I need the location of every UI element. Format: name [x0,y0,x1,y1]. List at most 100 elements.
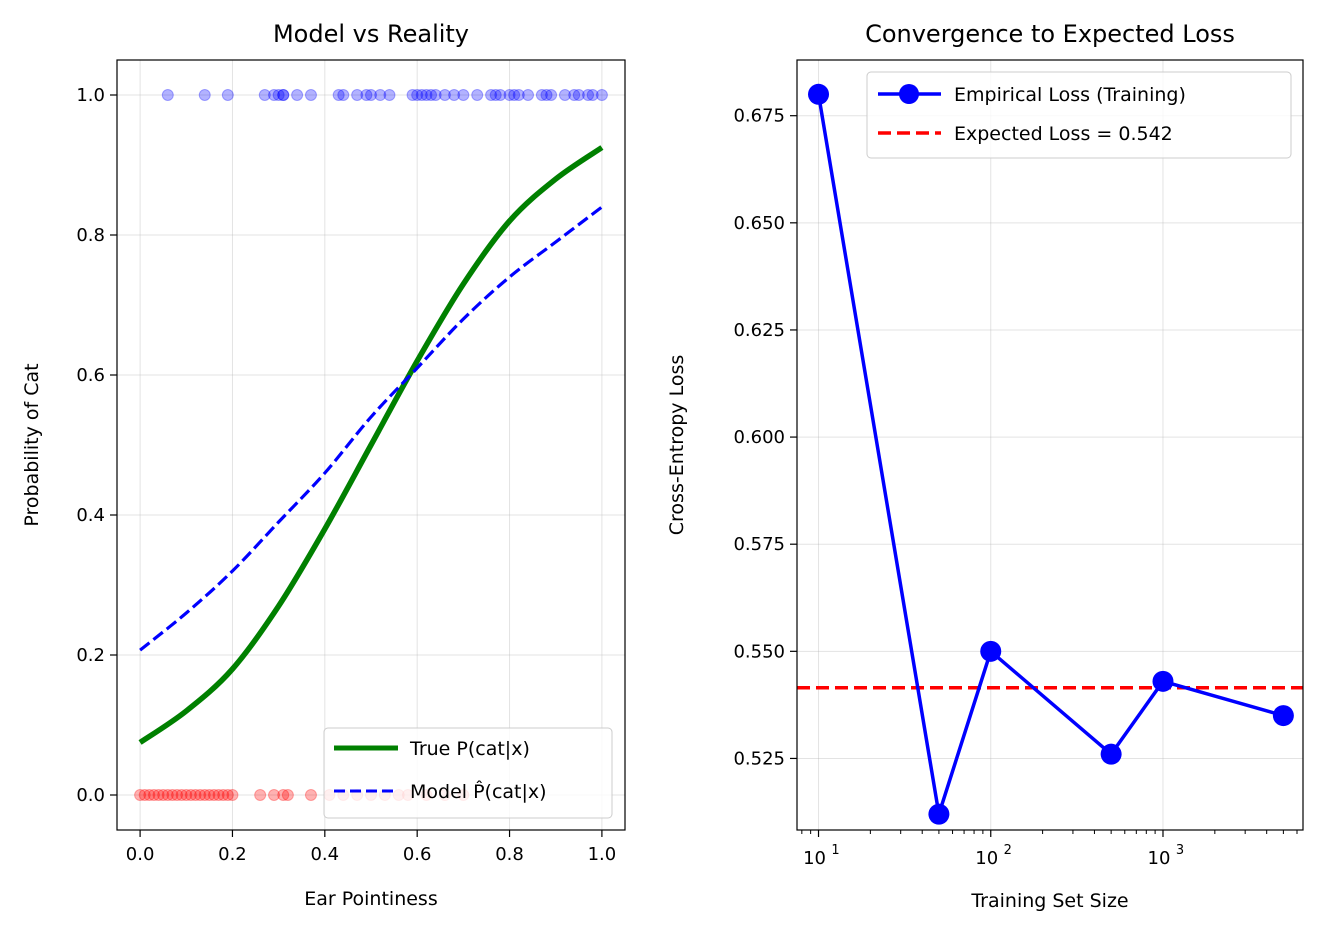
scatter-point-cat [383,89,396,101]
left-y-tick-label: 0.0 [76,785,105,806]
scatter-point-not-cat [166,789,179,801]
scatter-point-not-cat [254,789,267,801]
scatter-point-not-cat [277,789,290,801]
left-x-tick-label: 0.2 [218,844,247,865]
left-y-axis-label: Probability of Cat [21,363,43,526]
left-x-tick-label: 0.6 [403,844,432,865]
left-chart: 0.0 0.2 0.4 0.6 0.8 1.0 0.0 0.2 0.4 0.6 0.8 1.0 Mo… [21,20,626,910]
right-x-tick-label: 10 [1148,848,1171,869]
right-legend-box [866,71,1292,159]
scatter-point-cat [415,89,428,101]
scatter-point-not-cat [221,789,234,801]
right-y-tick-label: 0.675 [733,106,785,127]
scatter-point-cat [291,89,304,101]
right-x-tick-exponent: 2 [1004,843,1012,858]
scatter-point-cat [365,89,377,101]
right-y-tick-label: 0.650 [733,213,785,234]
scatter-point-cat [258,89,271,101]
left-x-tick-label: 0.4 [310,844,339,865]
scatter-point-not-cat [175,789,188,801]
scatter-point-cat [535,89,548,101]
left-x-tick-label: 0.8 [495,844,524,865]
scatter-point-not-cat [203,789,216,801]
scatter-point-cat [489,89,502,101]
scatter-point-cat [272,89,285,101]
legend-model-label: Model P̂(cat|x) [410,781,547,803]
true-probability-line [138,145,604,745]
right-legend: Empirical Loss (Training) Expected Loss … [866,71,1292,159]
right-series-lines [797,93,1303,816]
legend-true-label: True P(cat|x) [409,738,530,760]
scatter-point-cat [304,89,317,101]
scatter-point-cat [332,89,345,101]
scatter-point-cat [508,89,521,101]
scatter-point-cat [277,89,290,101]
scatter-point-cat [268,89,281,101]
scatter-point-not-cat [147,789,160,801]
empirical-loss-point [1100,743,1122,765]
legend-expected-label: Expected Loss = 0.542 [954,123,1173,145]
scatter-point-cat [337,89,350,101]
scatter-point-cat [494,89,507,101]
empirical-loss-point [980,640,1002,662]
scatter-point-cat [429,89,442,101]
left-x-tick-label: 1.0 [588,844,617,865]
scatter-point-cat [485,89,498,101]
empirical-loss-point [1152,670,1174,692]
scatter-point-not-cat [134,789,147,801]
right-series-markers [808,83,1294,825]
left-y-tick-label: 1.0 [76,85,105,106]
right-y-ticks: 0.525 0.550 0.575 0.600 0.625 0.650 0.675 [733,106,797,769]
left-series-lines [138,145,604,745]
scatter-point-not-cat [281,789,294,801]
scatter-point-cat [360,89,373,101]
scatter-point-cat [582,89,595,101]
left-axes-frame [116,59,626,831]
scatter-point-cat [512,89,525,101]
right-x-axis-label: Training Set Size [970,890,1128,912]
left-chart-title: Model vs Reality [273,20,469,48]
scatter-point-cat [595,89,608,101]
scatter-point-cat [374,89,387,101]
right-y-tick-label: 0.600 [733,427,785,448]
scatter-point-cat [277,89,290,101]
right-plot-area [797,60,1303,830]
left-grid [117,60,625,830]
left-y-tick-label: 0.6 [76,365,105,386]
scatter-point-not-cat [194,789,207,801]
empirical-loss-point [808,83,830,105]
scatter-point-cat [471,89,484,101]
scatter-point-not-cat [189,789,202,801]
right-x-tick-exponent: 3 [1176,843,1184,858]
right-y-tick-label: 0.550 [733,641,785,662]
scatter-point-cat [425,89,438,101]
scatter-point-cat [540,89,553,101]
left-x-tick-label: 0.0 [126,844,155,865]
scatter-point-not-cat [207,789,220,801]
scatter-point-not-cat [157,789,170,801]
scatter-point-not-cat [152,789,165,801]
left-scatter-points [134,89,608,801]
left-y-tick-label: 0.4 [76,505,105,526]
right-x-tick-exponent: 1 [831,843,839,858]
legend-empirical-label: Empirical Loss (Training) [954,84,1186,106]
left-legend: True P(cat|x) Model P̂(cat|x) [323,727,613,819]
scatter-point-not-cat [268,789,281,801]
model-probability-line [139,205,603,652]
scatter-point-cat [448,89,461,101]
scatter-point-cat [572,89,585,101]
scatter-point-cat [586,89,599,101]
scatter-point-cat [221,89,234,101]
empirical-loss-line [816,93,1284,816]
scatter-point-not-cat [184,789,197,801]
scatter-point-cat [438,89,451,101]
empirical-loss-point [1272,705,1294,727]
scatter-point-not-cat [198,789,211,801]
scatter-point-cat [522,89,535,101]
scatter-point-cat [351,89,364,101]
scatter-point-cat [545,89,558,101]
scatter-point-not-cat [212,789,225,801]
right-y-tick-label: 0.575 [733,534,785,555]
scatter-point-not-cat [143,789,156,801]
